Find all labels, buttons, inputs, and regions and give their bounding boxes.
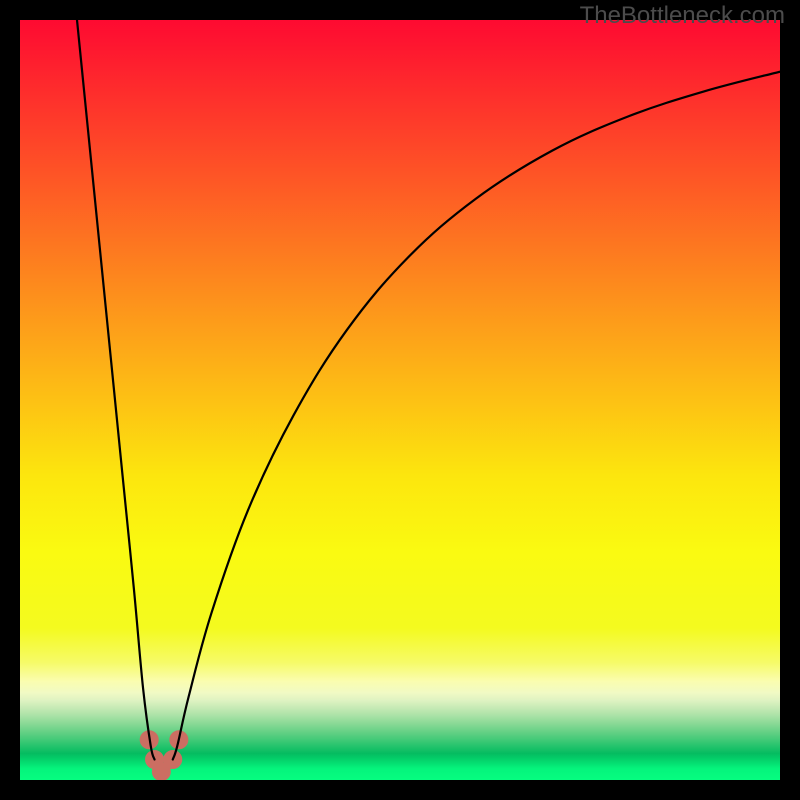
chart-svg <box>20 20 780 780</box>
attribution-text: TheBottleneck.com <box>580 2 785 30</box>
chart-curve-path <box>77 20 780 759</box>
chart-plot-area <box>20 20 780 780</box>
chart-markers <box>140 731 188 780</box>
